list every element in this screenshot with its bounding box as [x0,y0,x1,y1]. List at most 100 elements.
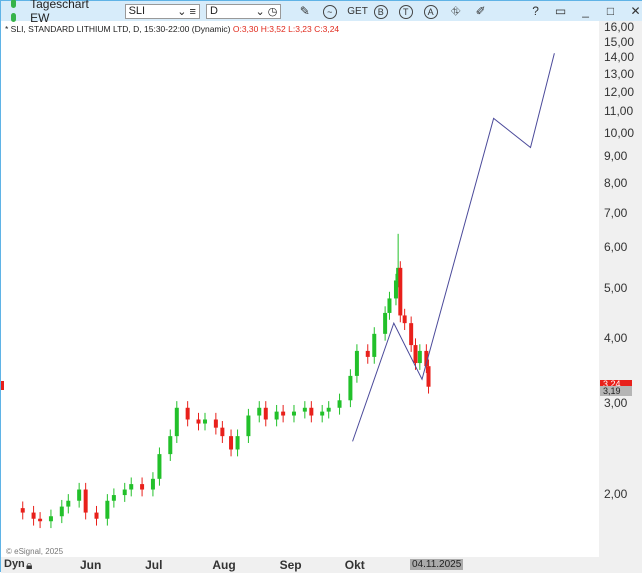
candle [38,512,43,529]
candle-body [417,350,422,364]
close-icon[interactable]: ✕ [630,4,641,18]
trade-button[interactable]: T [398,4,413,19]
candle-body [291,411,296,416]
candle [402,308,407,330]
trade-label: T [398,4,413,19]
candle-body [66,500,71,507]
candle-body [168,436,173,455]
buy-button[interactable]: B [373,4,388,19]
price-chart[interactable] [1,1,599,557]
title-bar: Tageschart EW SLI ⌄ ≡ D ⌄ ◷ ✎ ~ GET B T A … [1,0,642,25]
candle [140,477,145,497]
candle [196,412,201,431]
price-tick: 7,00 [604,205,628,220]
candle [365,344,370,364]
candle [31,505,36,526]
candle-body [398,267,403,316]
symbol-value: SLI [128,5,146,17]
elliott-wave-projection[interactable] [352,53,555,442]
candle [320,404,325,423]
price-axis[interactable] [599,21,642,557]
candle [309,401,314,423]
candle-body [38,518,43,522]
price-tick: 16,00 [604,20,635,35]
chevron-down-icon[interactable]: ⌄ ≡ [177,5,196,18]
candle [413,338,418,370]
candle-body [274,411,279,420]
candle [424,344,429,374]
candle [409,316,414,352]
lock-icon[interactable]: 🔒︎ [26,558,33,572]
candle-body [105,500,110,519]
pencil-icon[interactable]: ✎ [299,4,310,18]
candle-body [372,333,377,357]
candle [393,273,398,306]
month-tick: Sep [279,558,302,572]
candle [203,412,208,431]
candle-body [246,415,251,437]
price-tick: 11,00 [604,104,634,119]
candle-body [320,411,325,416]
status-lights-icon [9,0,22,25]
get-button[interactable]: GET [347,5,368,17]
price-tick: 2,00 [604,487,628,502]
minimize-icon[interactable]: _ [582,4,589,18]
candle-body [302,407,307,412]
price-marker-left [1,381,4,390]
symbol-input[interactable]: SLI ⌄ ≡ [124,3,200,19]
candle [263,401,268,427]
drawing-objects-icon[interactable]: ⛗ [450,3,461,18]
candle [77,482,82,508]
candle [213,412,218,435]
candle [383,306,388,341]
candle-body [122,489,127,496]
candle-body [77,489,82,501]
price-tick: 4,00 [604,331,628,346]
month-tick: Okt [344,558,365,572]
candle [398,261,403,323]
candle [157,447,162,486]
ohlc-values: O:3,30 H:3,52 L:3,23 C:3,24 [232,24,340,34]
candle [168,429,173,461]
candle [348,369,353,408]
candle-body [20,508,25,513]
candle [105,494,110,526]
candle-body [354,350,359,376]
price-marker-label: 3,19 [600,386,632,396]
window-title: Tageschart EW [30,0,89,25]
candle-body [213,419,218,428]
candle-body [383,312,388,334]
alert-button[interactable]: A [423,4,438,19]
candle [20,501,25,520]
candle-body [140,484,145,490]
month-tick: Aug [212,558,236,572]
candle-body [348,375,353,401]
candle-body [157,454,162,479]
candle-body [393,280,398,299]
candle [59,499,64,524]
symbol-description: * SLI, STANDARD LITHIUM LTD, D, 15:30-22… [5,24,231,34]
price-tick: 13,00 [604,66,635,81]
maximize-icon[interactable]: □ [606,4,615,18]
dynamic-mode-label[interactable]: Dyn [4,558,25,570]
candle-body [396,267,401,281]
clock-icon[interactable]: ⌄ ◷ [255,5,278,18]
candle-body [235,436,240,450]
window-menu-icon[interactable]: ▭ [554,4,567,18]
candle [257,401,262,423]
indicator-icon[interactable]: ~ [322,4,337,19]
candle-body [94,512,99,519]
notes-icon[interactable]: ✐ [475,4,486,18]
help-button[interactable]: ? [532,4,539,18]
candle [417,344,422,370]
candle-body [326,407,331,412]
candle [122,482,127,502]
candle [281,404,286,423]
candle [229,429,234,457]
interval-value: D [209,5,218,17]
interval-select[interactable]: D ⌄ ◷ [205,3,282,19]
candle-body [129,484,134,490]
time-axis[interactable]: Dyn 🔒︎ Jun Jul Aug Sep Okt 04.11.2025 [1,557,642,573]
candle [426,359,431,394]
candle-body [185,407,190,420]
